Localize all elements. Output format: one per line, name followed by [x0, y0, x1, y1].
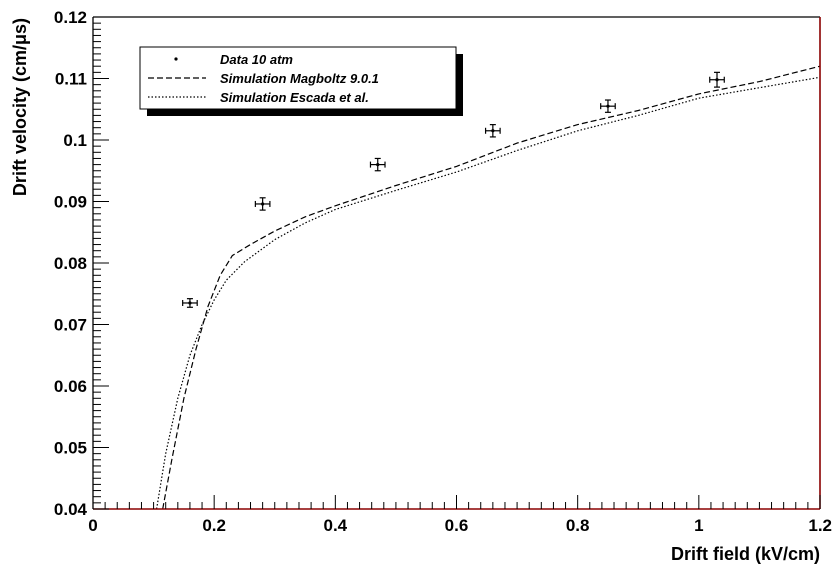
data-point [369, 157, 386, 172]
data-point-marker [188, 301, 192, 305]
points-layer [182, 71, 725, 308]
y-axis-title: Drift velocity (cm/μs) [10, 18, 30, 196]
y-tick-label: 0.04 [54, 500, 88, 519]
data-point [254, 197, 271, 211]
y-tick-label: 0.12 [54, 8, 87, 27]
data-point [484, 124, 501, 138]
x-tick-label: 0.8 [566, 516, 590, 535]
data-point-marker [491, 129, 495, 133]
ticks-layer: 0 0.2 0.4 0.6 0.8 1 1.2 0.04 0.05 0.06 0.07 0.08 0.0… [54, 8, 832, 535]
y-tick-label: 0.08 [54, 254, 87, 273]
data-point-marker [261, 202, 265, 206]
y-tick-label: 0.05 [54, 439, 87, 458]
curves-layer [156, 65, 820, 509]
x-axis-title: Drift field (kV/cm) [671, 544, 820, 564]
x-tick-label: 0.4 [324, 516, 348, 535]
x-tick-label: 1 [694, 516, 703, 535]
data-point [600, 99, 616, 113]
y-tick-label: 0.07 [54, 316, 87, 335]
legend-entry-2: Simulation Escada et al. [148, 90, 369, 105]
x-tick-label: 0.6 [445, 516, 469, 535]
data-point-marker [376, 163, 380, 167]
series-line-1 [162, 65, 820, 509]
legend-box [139, 46, 457, 110]
series-line-2 [156, 76, 820, 509]
legend-label: Simulation Escada et al. [220, 90, 369, 105]
x-tick-label: 0 [88, 516, 97, 535]
y-tick-label: 0.11 [55, 70, 87, 89]
legend-label: Data 10 atm [220, 52, 293, 67]
data-point-marker [606, 104, 610, 108]
y-tick-label: 0.1 [63, 131, 87, 150]
legend-label: Simulation Magboltz 9.0.1 [220, 71, 379, 86]
y-tick-label: 0.06 [54, 377, 87, 396]
x-tick-label: 0.2 [202, 516, 226, 535]
x-tick-label: 1.2 [808, 516, 832, 535]
data-point [709, 71, 725, 88]
data-point [182, 298, 198, 308]
legend-marker [174, 57, 178, 61]
legend: Data 10 atm Simulation Magboltz 9.0.1 Simu… [139, 46, 463, 116]
legend-entry-1: Simulation Magboltz 9.0.1 [148, 71, 379, 86]
legend-entry-0: Data 10 atm [174, 52, 293, 67]
y-tick-label: 0.09 [54, 193, 87, 212]
data-point-marker [715, 78, 719, 82]
